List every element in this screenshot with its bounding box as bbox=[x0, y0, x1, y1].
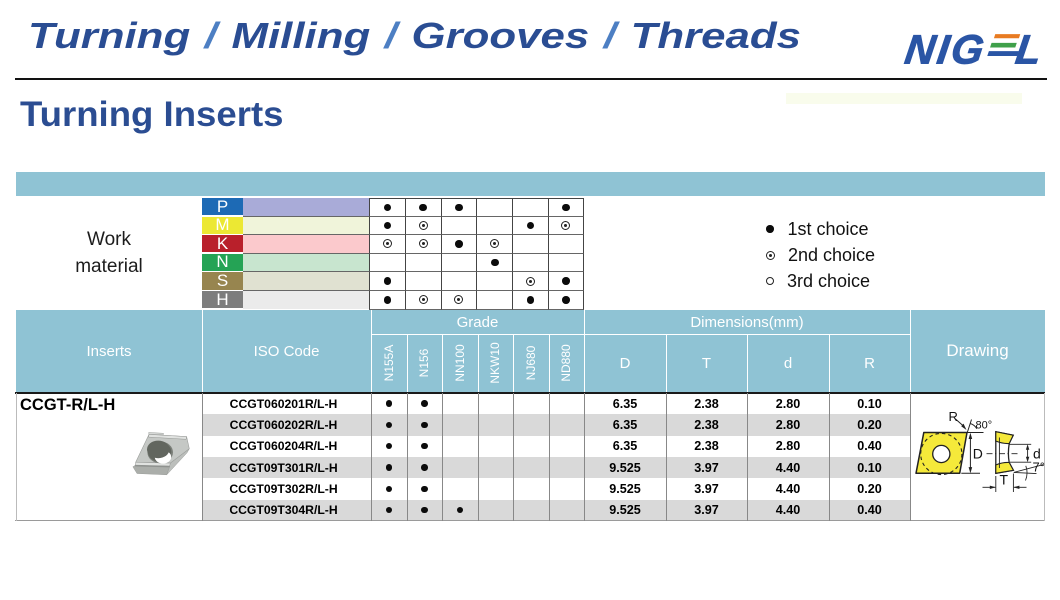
svg-text:NIG: NIG bbox=[902, 28, 989, 69]
svg-text:T: T bbox=[1000, 472, 1009, 488]
svg-text:80°: 80° bbox=[976, 420, 993, 432]
svg-text:D: D bbox=[973, 446, 983, 462]
svg-text:R: R bbox=[949, 409, 958, 424]
svg-text:d: d bbox=[1033, 446, 1041, 462]
svg-text:7°: 7° bbox=[1033, 460, 1045, 475]
